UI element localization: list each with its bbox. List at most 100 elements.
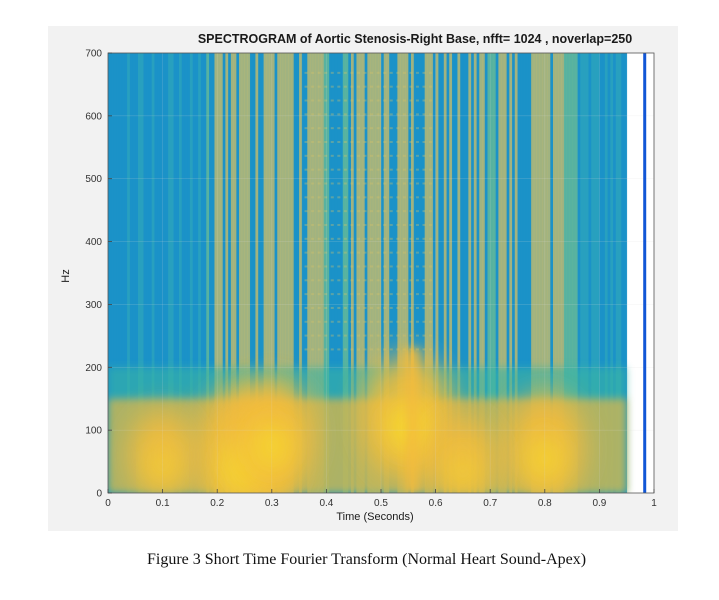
spectral-band — [241, 53, 245, 493]
harmonic-dot — [311, 99, 315, 102]
harmonic-dot — [363, 251, 367, 254]
harmonic-dot — [324, 265, 328, 268]
harmonic-dot — [389, 210, 393, 213]
harmonic-dot — [363, 237, 367, 240]
harmonic-dot — [402, 210, 406, 213]
harmonic-dot — [363, 210, 367, 213]
harmonic-dot — [415, 99, 419, 102]
harmonic-dot — [415, 293, 419, 296]
harmonic-dot — [396, 237, 400, 240]
harmonic-dot — [363, 127, 367, 130]
harmonic-dot — [363, 85, 367, 88]
harmonic-dot — [350, 348, 354, 351]
harmonic-dot — [422, 293, 426, 296]
harmonic-dot — [330, 154, 334, 157]
harmonic-dot — [370, 154, 374, 157]
harmonic-dot — [324, 127, 328, 130]
harmonic-dot — [409, 279, 413, 282]
harmonic-dot — [337, 99, 341, 102]
harmonic-dot — [409, 306, 413, 309]
spectral-band — [424, 53, 428, 493]
spectral-band — [405, 53, 409, 493]
spectral-band — [378, 53, 382, 493]
spectral-band — [572, 53, 576, 493]
spectral-band — [170, 53, 174, 493]
spectral-band — [432, 53, 436, 493]
harmonic-dot — [304, 251, 308, 254]
spectral-band — [607, 53, 611, 493]
spectral-band — [394, 53, 398, 493]
harmonic-dot — [350, 141, 354, 143]
harmonic-dot — [396, 320, 400, 323]
harmonic-dot — [343, 85, 347, 88]
spectral-band — [610, 53, 614, 493]
spectral-band — [389, 53, 393, 493]
harmonic-dot — [304, 223, 308, 226]
harmonic-dot — [415, 85, 419, 88]
harmonic-dot — [311, 168, 315, 171]
spectral-band — [219, 53, 224, 493]
spectral-band — [451, 53, 456, 493]
harmonic-dot — [356, 306, 360, 309]
harmonic-dot — [337, 85, 341, 88]
harmonic-dot — [343, 113, 347, 116]
spectral-band — [465, 53, 469, 493]
harmonic-dot — [330, 293, 334, 296]
spectral-band — [419, 53, 423, 493]
spectral-band — [550, 53, 554, 493]
harmonic-dot — [324, 168, 328, 171]
harmonic-dot — [409, 210, 413, 213]
spectral-band — [348, 53, 352, 493]
spectral-band — [118, 53, 123, 493]
harmonic-dot — [402, 141, 406, 143]
spectral-band — [192, 53, 196, 493]
harmonic-dot — [422, 265, 426, 268]
harmonic-dot — [356, 154, 360, 157]
harmonic-dot — [304, 141, 308, 143]
harmonic-dot — [389, 113, 393, 116]
harmonic-dot — [324, 99, 328, 102]
spectral-band — [421, 53, 426, 493]
harmonic-dot — [330, 237, 334, 240]
harmonic-dot — [389, 279, 393, 282]
spectral-band — [203, 53, 207, 493]
harmonic-dot — [370, 113, 374, 116]
harmonic-dot — [317, 320, 321, 323]
harmonic-dot — [429, 293, 433, 296]
spectral-band — [416, 53, 420, 493]
harmonic-dot — [311, 348, 315, 351]
harmonic-dot — [324, 320, 328, 323]
harmonic-dot — [350, 182, 354, 185]
harmonic-dot — [389, 334, 393, 337]
spectral-band — [214, 53, 218, 493]
harmonic-dot — [363, 99, 367, 102]
spectral-band — [206, 53, 210, 493]
harmonic-dot — [422, 196, 426, 199]
spectral-band — [402, 53, 406, 493]
spectral-band — [178, 53, 183, 493]
harmonic-dot — [409, 320, 413, 323]
harmonic-dot — [383, 279, 387, 282]
harmonic-dot — [383, 320, 387, 323]
spectral-band — [367, 53, 371, 493]
harmonic-dot — [422, 251, 426, 254]
harmonic-dot — [422, 306, 426, 309]
harmonic-dot — [402, 293, 406, 296]
spectral-band — [233, 53, 237, 493]
harmonic-dot — [415, 196, 419, 199]
harmonic-dot — [429, 265, 433, 268]
harmonic-dot — [370, 320, 374, 323]
harmonic-dot — [422, 85, 426, 88]
spectral-band — [359, 53, 363, 493]
harmonic-dot — [376, 293, 380, 296]
harmonic-dot — [304, 306, 308, 309]
x-axis-label: Time (Seconds) — [336, 511, 413, 523]
spectral-band — [438, 53, 442, 493]
spectral-band — [457, 53, 461, 493]
spectral-band — [509, 53, 513, 493]
harmonic-dot — [311, 223, 315, 226]
spectral-band — [249, 53, 254, 493]
harmonic-dot — [311, 251, 315, 254]
harmonic-dot — [396, 293, 400, 296]
harmonic-dot — [311, 320, 315, 323]
